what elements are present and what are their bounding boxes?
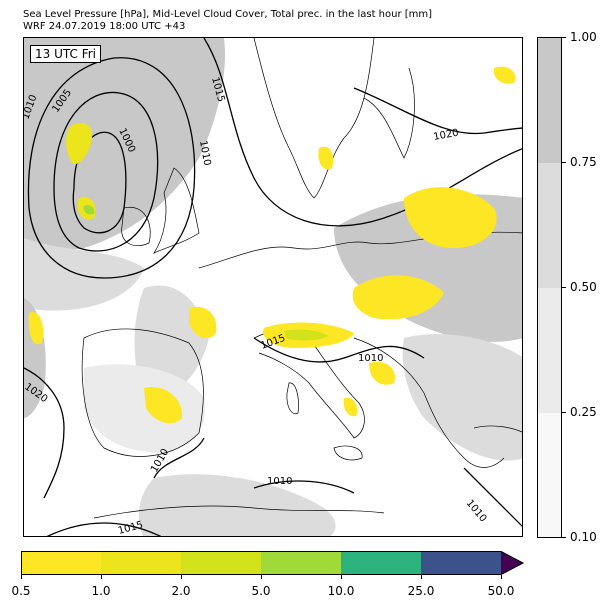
precip-bar-extend-arrow — [501, 551, 524, 575]
cloud-area-atlantic-light — [24, 238, 144, 311]
cloud-bar-segment — [538, 163, 561, 288]
coast-finland — [363, 67, 415, 159]
isobar-1020-east — [353, 87, 522, 135]
isobar-low-outer — [27, 57, 196, 279]
precip-bar-tick — [101, 575, 102, 579]
precip-bar-segment — [421, 551, 501, 575]
cloud-area-atlantic — [24, 38, 225, 252]
precip-bar-label: 1.0 — [91, 584, 111, 598]
map-canvas: 1015 1010 1005 1000 1010 1020 1020 1015 … — [24, 38, 522, 537]
precip-bar-tick — [181, 575, 182, 579]
isobar-1020-west — [24, 367, 65, 499]
cloud-cover-layer — [24, 38, 522, 536]
cloud-bar-segment — [538, 413, 561, 537]
isobar-label: 1015 — [117, 520, 144, 537]
isobar-label: 1010 — [358, 353, 383, 364]
precip-bar-label: 2.0 — [171, 584, 191, 598]
map-title: Sea Level Pressure [hPa], Mid-Level Clou… — [23, 9, 433, 20]
precip-central-europe — [352, 275, 444, 320]
precip-bar-label: 10.0 — [327, 584, 355, 598]
precip-bar-tick — [21, 575, 22, 579]
precip-alps-dark — [284, 329, 329, 341]
coast-north-africa — [93, 505, 385, 519]
cloud-bar-tick — [562, 162, 566, 163]
isobar-1010-iberia — [153, 437, 205, 479]
cloud-area-balkans — [402, 334, 522, 461]
isobar-1015-north — [203, 38, 522, 227]
cloud-area-iberia — [84, 364, 205, 453]
isobar-low-middle — [53, 91, 159, 252]
cloud-bar-label: 0.25 — [570, 405, 597, 419]
cloud-bar-tick — [562, 37, 566, 38]
precipitation-colorbar — [21, 551, 524, 575]
map-subtitle: WRF 24.07.2019 18:00 UTC +43 — [23, 21, 186, 32]
valid-time-badge: 13 UTC Fri — [30, 45, 101, 63]
isobar-low-inner — [72, 131, 127, 234]
precip-atlantic — [66, 122, 93, 164]
isobar-1010-south — [253, 480, 355, 494]
cloud-bar-tick — [562, 537, 566, 538]
coast-iberia — [81, 328, 204, 457]
cloud-bar-label: 0.10 — [570, 530, 597, 544]
precip-scandinavia — [318, 146, 334, 170]
coast-scandinavia — [253, 38, 375, 199]
cloud-bar-segment — [538, 288, 561, 413]
cloud-bar-label: 0.75 — [570, 155, 597, 169]
precip-balkans — [369, 361, 395, 385]
isobar-label: 1010 — [197, 140, 212, 167]
isobar-label: 1010 — [267, 476, 292, 487]
cloud-cover-colorbar — [537, 37, 562, 538]
coast-sardinia — [286, 382, 299, 414]
cloud-bar-tick — [562, 412, 566, 413]
precip-bar-segment — [181, 551, 261, 575]
isobar-layer — [24, 38, 522, 536]
precip-bar-segment — [341, 551, 421, 575]
precip-bar-segment — [101, 551, 181, 575]
cloud-area-mediterranean — [138, 474, 336, 536]
cloud-bar-label: 1.00 — [570, 30, 597, 44]
precip-bar-segment — [261, 551, 341, 575]
cloud-bar-tick — [562, 287, 566, 288]
coast-turkey — [473, 425, 522, 433]
weather-map[interactable]: 1015 1010 1005 1000 1010 1020 1020 1015 … — [23, 37, 523, 537]
isobar-label: 1010 — [464, 498, 489, 525]
precip-atlantic-green — [83, 205, 95, 215]
cloud-bar-label: 0.50 — [570, 280, 597, 294]
precip-west-iberia — [28, 312, 44, 345]
isobar-1010-southeast — [463, 467, 522, 527]
precip-bar-tick — [261, 575, 262, 579]
isobar-1010-italy — [253, 337, 425, 363]
precip-bar-segment — [21, 551, 101, 575]
isobar-1015-southwest — [46, 522, 162, 536]
precipitation-layer — [28, 66, 516, 424]
coast-balkans — [353, 337, 505, 468]
cloud-bar-segment — [538, 38, 561, 163]
precip-italy — [343, 397, 358, 417]
precip-bar-tick — [341, 575, 342, 579]
coast-britain — [152, 167, 200, 254]
precip-iberia — [144, 387, 183, 424]
coast-sicily — [333, 445, 363, 461]
precip-bar-label: 0.5 — [11, 584, 31, 598]
precip-bar-label: 50.0 — [487, 584, 515, 598]
precip-bar-label: 25.0 — [407, 584, 435, 598]
precip-poland — [404, 187, 497, 248]
precip-northeast — [493, 66, 516, 84]
precip-bar-tick — [421, 575, 422, 579]
precip-bar-tick — [501, 575, 502, 579]
isobar-label: 1020 — [433, 128, 460, 143]
precip-bar-label: 5.0 — [251, 584, 271, 598]
precip-france — [189, 306, 217, 339]
